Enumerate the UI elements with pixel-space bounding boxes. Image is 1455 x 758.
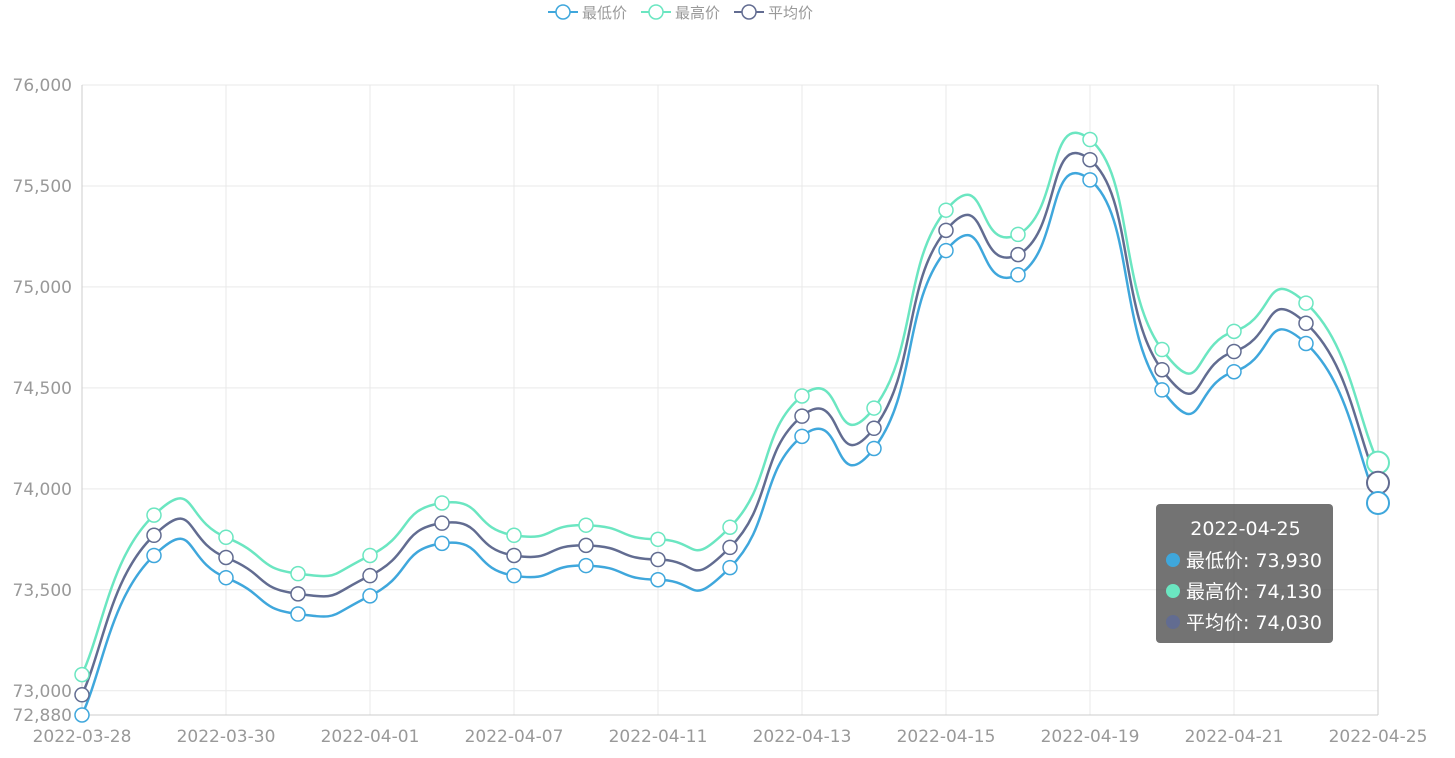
x-tick-label: 2022-04-19 bbox=[1041, 727, 1140, 747]
data-point-low bbox=[794, 428, 810, 445]
data-point-low bbox=[434, 535, 450, 552]
tooltip-title: 2022-04-25 bbox=[1190, 518, 1301, 540]
data-point-high bbox=[218, 529, 234, 546]
x-tick-label: 2022-04-15 bbox=[897, 727, 996, 747]
y-tick-label: 74,500 bbox=[13, 379, 72, 399]
x-tick-label: 2022-04-11 bbox=[609, 727, 708, 747]
data-point-avg bbox=[218, 549, 234, 566]
x-tick-label: 2022-04-07 bbox=[465, 727, 564, 747]
tooltip-row-high: 最高价: 74,130 bbox=[1166, 575, 1325, 606]
y-tick-label: 72,880 bbox=[13, 706, 72, 726]
data-point-low bbox=[290, 606, 306, 622]
x-tick-label: 2022-03-30 bbox=[177, 727, 276, 747]
chart-tooltip: 2022-04-25 最低价: 73,930 最高价: 74,130 平均价: … bbox=[1156, 504, 1333, 643]
data-point-avg bbox=[938, 222, 954, 239]
data-point-avg bbox=[74, 687, 90, 703]
data-point-low bbox=[146, 547, 162, 564]
data-point-avg bbox=[1082, 151, 1098, 168]
legend-label-avg: 平均价 bbox=[768, 3, 814, 22]
data-point-high bbox=[74, 666, 90, 683]
data-point-low bbox=[866, 440, 882, 457]
data-point-avg bbox=[1298, 315, 1314, 332]
x-tick-label: 2022-04-01 bbox=[321, 727, 420, 747]
y-tick-label: 76,000 bbox=[13, 76, 72, 96]
data-point-high bbox=[1082, 131, 1098, 148]
tooltip-text-avg: 平均价: 74,030 bbox=[1186, 612, 1322, 634]
data-point-low bbox=[1366, 490, 1390, 515]
data-point-avg bbox=[146, 527, 162, 544]
data-point-high bbox=[1298, 295, 1314, 311]
data-point-high bbox=[1010, 226, 1026, 243]
data-point-avg bbox=[1010, 246, 1026, 263]
data-point-avg bbox=[1226, 343, 1242, 360]
legend-swatch-high bbox=[641, 4, 672, 20]
data-point-low bbox=[1226, 363, 1242, 380]
x-tick-label: 2022-04-25 bbox=[1329, 727, 1428, 747]
tooltip-text-low: 最低价: 73,930 bbox=[1186, 550, 1322, 572]
tooltip-row-avg: 平均价: 74,030 bbox=[1166, 606, 1325, 637]
data-point-low bbox=[74, 707, 90, 723]
data-point-high bbox=[794, 388, 810, 404]
data-point-low bbox=[1010, 267, 1026, 283]
data-point-high bbox=[722, 519, 738, 535]
data-point-low bbox=[578, 557, 594, 574]
data-point-avg bbox=[1366, 470, 1390, 495]
data-point-high bbox=[1366, 450, 1390, 475]
data-point-high bbox=[1154, 341, 1170, 358]
data-point-high bbox=[578, 517, 594, 533]
tooltip-dot-low bbox=[1166, 552, 1180, 567]
y-tick-label: 75,000 bbox=[13, 278, 72, 298]
data-point-high bbox=[434, 495, 450, 511]
data-point-high bbox=[290, 565, 306, 582]
legend-item-avg[interactable]: 平均价 bbox=[734, 2, 813, 23]
data-point-high bbox=[1226, 323, 1242, 340]
y-tick-label: 74,000 bbox=[13, 480, 72, 500]
data-point-low bbox=[1082, 172, 1098, 188]
data-point-high bbox=[938, 202, 954, 218]
data-point-avg bbox=[362, 567, 378, 584]
data-point-low bbox=[1154, 382, 1170, 398]
legend-item-high[interactable]: 最高价 bbox=[641, 2, 720, 23]
data-point-avg bbox=[290, 586, 306, 602]
data-point-low bbox=[722, 559, 738, 576]
data-point-low bbox=[938, 242, 954, 259]
data-point-avg bbox=[506, 547, 522, 564]
tooltip-dot-avg bbox=[1166, 614, 1180, 629]
data-point-low bbox=[506, 567, 522, 584]
data-point-high bbox=[362, 547, 378, 564]
data-point-low bbox=[362, 588, 378, 604]
data-point-avg bbox=[650, 551, 666, 568]
data-point-high bbox=[866, 400, 882, 416]
data-point-avg bbox=[794, 408, 810, 424]
legend-label-high: 最高价 bbox=[675, 3, 721, 22]
tooltip-dot-high bbox=[1166, 583, 1180, 598]
data-point-high bbox=[506, 527, 522, 544]
data-point-avg bbox=[866, 420, 882, 437]
x-tick-label: 2022-04-21 bbox=[1185, 727, 1284, 747]
legend-item-low[interactable]: 最低价 bbox=[548, 2, 627, 23]
data-point-avg bbox=[1154, 361, 1170, 378]
data-point-high bbox=[650, 531, 666, 548]
data-point-avg bbox=[434, 515, 450, 531]
x-tick-label: 2022-03-28 bbox=[33, 727, 132, 747]
data-point-low bbox=[218, 569, 234, 586]
tooltip-text-high: 最高价: 74,130 bbox=[1186, 581, 1322, 603]
y-tick-label: 75,500 bbox=[13, 177, 72, 197]
legend-label-low: 最低价 bbox=[582, 3, 628, 22]
y-tick-label: 73,000 bbox=[13, 682, 72, 702]
data-point-low bbox=[650, 571, 666, 588]
data-point-avg bbox=[578, 537, 594, 554]
data-point-high bbox=[146, 507, 162, 523]
legend-swatch-low bbox=[548, 4, 578, 20]
tooltip-row-low: 最低价: 73,930 bbox=[1166, 544, 1325, 575]
data-point-low bbox=[1298, 335, 1314, 352]
legend-swatch-avg bbox=[734, 4, 765, 20]
chart-legend: 最低价 最高价 平均价 bbox=[548, 0, 813, 24]
y-tick-label: 73,500 bbox=[13, 581, 72, 601]
data-point-avg bbox=[722, 539, 738, 556]
x-tick-label: 2022-04-13 bbox=[753, 727, 852, 747]
